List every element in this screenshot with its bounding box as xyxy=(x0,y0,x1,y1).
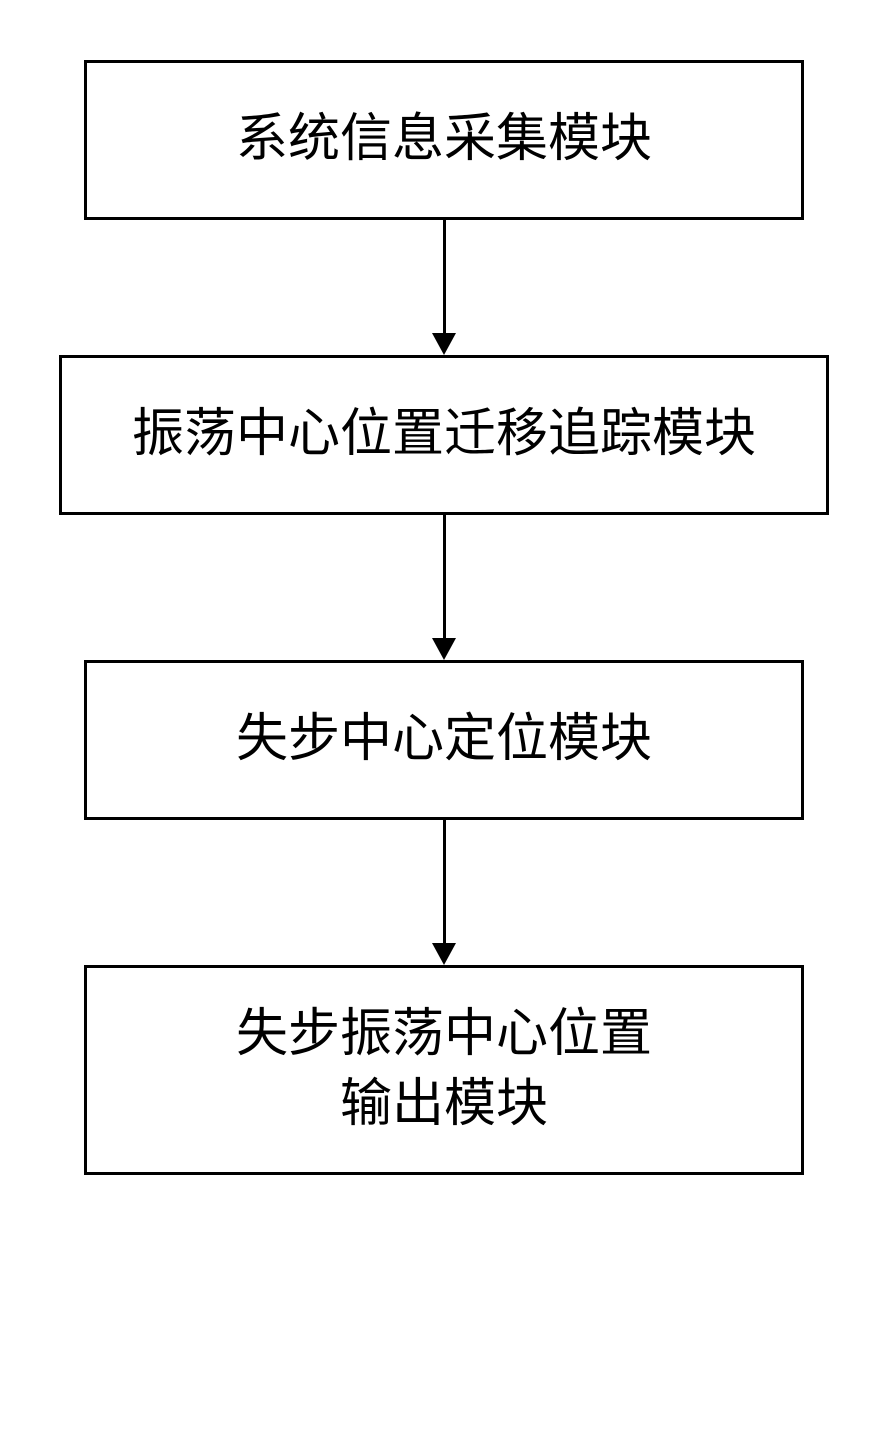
flowchart-box-3-label: 失步中心定位模块 xyxy=(236,705,652,775)
arrow-line xyxy=(443,515,446,638)
flowchart-box-1: 系统信息采集模块 xyxy=(84,60,804,220)
flowchart-arrow-1 xyxy=(432,220,456,355)
flowchart-box-4: 失步振荡中心位置 输出模块 xyxy=(84,965,804,1175)
arrow-line xyxy=(443,820,446,943)
arrow-head-icon xyxy=(432,943,456,965)
arrow-head-icon xyxy=(432,333,456,355)
arrow-line xyxy=(443,220,446,333)
flowchart-arrow-2 xyxy=(432,515,456,660)
flowchart-box-4-label: 失步振荡中心位置 输出模块 xyxy=(236,1000,652,1140)
flowchart-box-1-label: 系统信息采集模块 xyxy=(236,105,652,175)
flowchart-box-3: 失步中心定位模块 xyxy=(84,660,804,820)
flowchart-arrow-3 xyxy=(432,820,456,965)
arrow-head-icon xyxy=(432,638,456,660)
flowchart-box-2: 振荡中心位置迁移追踪模块 xyxy=(59,355,829,515)
flowchart-box-2-label: 振荡中心位置迁移追踪模块 xyxy=(132,400,756,470)
